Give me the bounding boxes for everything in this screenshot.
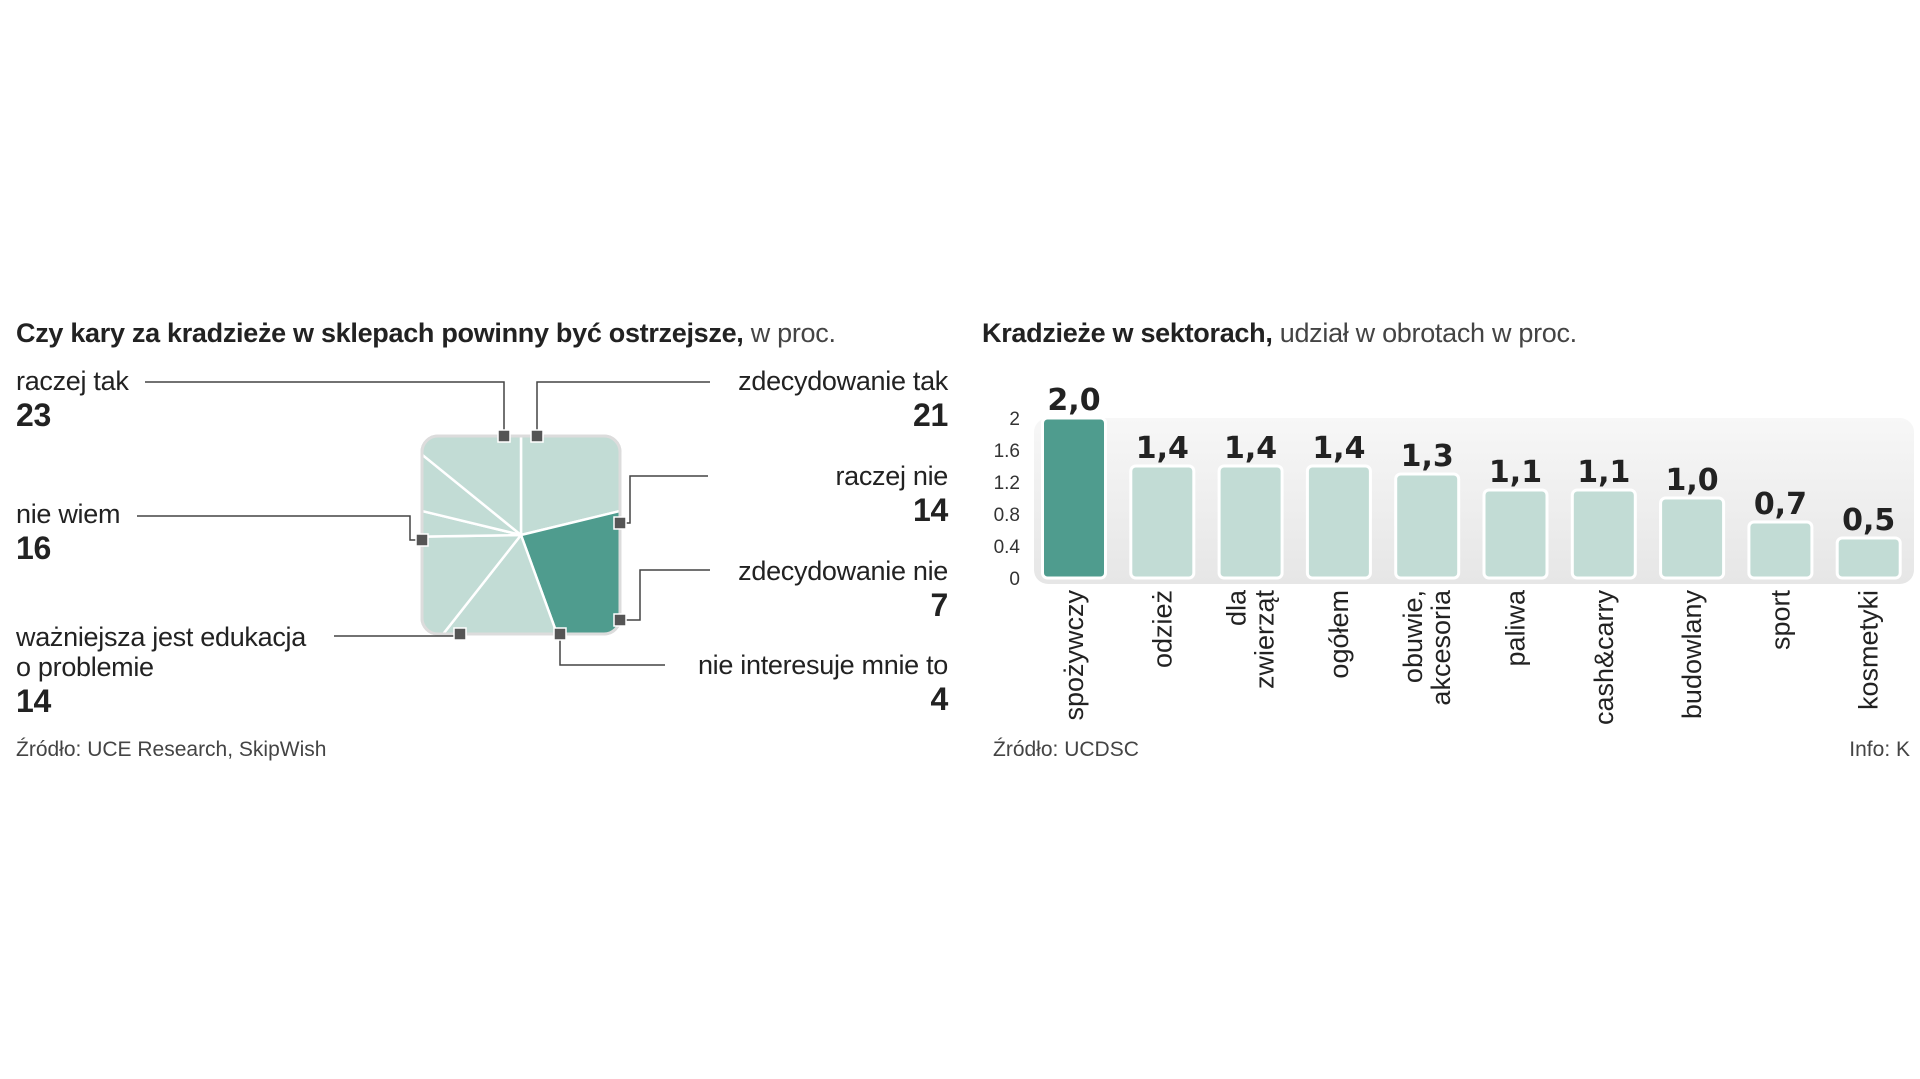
pie-slice-raczej-nie (422, 436, 523, 538)
y-tick-label: 1.6 (994, 441, 1020, 462)
leader-marker (415, 533, 429, 547)
x-category-label: spożywczy (1059, 590, 1089, 721)
x-category-label: odzież (1147, 590, 1177, 668)
pie-label-value: 21 (913, 397, 948, 433)
left-title-rest: w proc. (743, 318, 836, 348)
pie-slice-raczej-tak (519, 486, 620, 634)
right-chart-title: Kradzieże w sektorach, udział w obrotach… (982, 318, 1577, 349)
bar-value-label: 1,0 (1666, 463, 1719, 498)
pie-label-zdecydowanie-tak: zdecydowanie tak 21 (738, 366, 948, 434)
y-tick-label: 0 (1009, 569, 1020, 590)
bar-value-label: 2,0 (1047, 383, 1100, 418)
x-category-label: kosmetyki (1854, 590, 1884, 710)
pie-slice-zdecydowanie-nie (422, 436, 522, 537)
pie-label-name: raczej nie (835, 461, 948, 491)
pie-label-name: zdecydowanie nie (738, 556, 948, 586)
bar-value-label: 1,1 (1489, 455, 1542, 490)
pie-label-value: 7 (930, 587, 949, 623)
bar-sport (1747, 520, 1814, 580)
bar-value-label: 1,4 (1224, 431, 1277, 466)
bar-cash-carry (1570, 488, 1637, 580)
pie-label-value: 14 (913, 492, 948, 528)
leader-marker (530, 429, 544, 443)
bar-budowlany (1659, 496, 1726, 580)
right-source: Źródło: UCDSC (993, 738, 1139, 761)
pie-label-nie-interesuje: nie interesuje mnie to 4 (698, 650, 948, 718)
y-tick-label: 2 (1009, 409, 1020, 430)
pie-label-value: 23 (16, 397, 51, 433)
bar-value-label: 1,3 (1401, 439, 1454, 474)
leader-line-zdecydowanie-nie (620, 569, 710, 621)
pie-label-nie-wiem: nie wiem 16 (16, 499, 120, 567)
pie-label-name: nie wiem (16, 499, 121, 529)
pie-label-name: nie interesuje mnie to (697, 650, 948, 680)
y-tick-label: 0.4 (994, 537, 1021, 558)
pie-label-name: raczej tak (16, 366, 129, 396)
bar-value-label: 1,1 (1577, 455, 1630, 490)
bar-ogółem (1305, 464, 1372, 580)
pie-label-raczej-nie: raczej nie 14 (835, 461, 948, 529)
pie-label-name: zdecydowanie tak (738, 366, 948, 396)
pie-slice-ważniejsza-jest-edukacja-o-problemie (422, 533, 524, 634)
pie-label-raczej-tak: raczej tak 23 (16, 366, 129, 434)
bar-kosmetyki (1835, 536, 1902, 580)
pie-slice-nie-interesuje-mnie-to (422, 486, 522, 540)
bar-value-label: 1,4 (1312, 431, 1365, 466)
y-tick-label: 1.2 (994, 473, 1020, 494)
leader-marker (613, 516, 627, 530)
bar-odzież (1129, 464, 1196, 580)
right-info: Info: K (1849, 738, 1910, 761)
leader-marker (553, 627, 567, 641)
x-category-label: cash&carry (1589, 590, 1619, 726)
x-category-label: sport (1765, 590, 1795, 651)
pie-slice-zdecydowanie-tak (519, 436, 620, 537)
left-title-bold: Czy kary za kradzieże w sklepach powinny… (16, 318, 744, 348)
leader-line-raczej-tak (145, 381, 505, 436)
pie-label-zdecydowanie-nie: zdecydowanie nie 7 (738, 556, 948, 624)
x-category-label: ogółem (1324, 590, 1354, 679)
bar-value-label: 0,7 (1754, 487, 1807, 522)
pie-leaders (137, 381, 710, 666)
right-title-rest: udział w obrotach w proc. (1272, 318, 1577, 348)
bar-chart: 0 0.4 0.8 1.2 1.6 2 2,0 spożywczy 1,4 odzież 1,4 dl… (994, 383, 1914, 725)
left-chart-title: Czy kary za kradzieże w sklepach powinny… (16, 318, 836, 349)
x-category-label: paliwa (1501, 589, 1531, 667)
pie-label-name: ważniejsza jest edukacja o problemie (16, 622, 306, 682)
bar-value-label: 1,4 (1136, 431, 1189, 466)
pie-label-value: 16 (16, 530, 51, 566)
pie-chart (420, 434, 622, 636)
pie-label-edukacja: ważniejsza jest edukacja o problemie 14 (16, 622, 306, 720)
leader-line-zdecydowanie-tak (536, 381, 710, 436)
leader-line-nie-interesuje (559, 634, 665, 666)
bar-dla-zwierząt (1217, 464, 1284, 580)
pie-label-value: 4 (930, 681, 949, 717)
x-category-label: budowlany (1677, 590, 1707, 720)
leader-line-nie-wiem (137, 515, 422, 541)
right-title-bold: Kradzieże w sektorach, (982, 318, 1273, 348)
leader-marker (453, 627, 467, 641)
bar-paliwa (1482, 488, 1549, 580)
pie-label-value: 14 (16, 683, 51, 719)
leader-line-raczej-nie (620, 475, 708, 524)
x-category-label: obuwie,akcesoria (1398, 589, 1456, 706)
bar-value-label: 0,5 (1842, 503, 1895, 538)
bar-obuwie-akcesoria (1394, 472, 1461, 580)
bar-spożywczy (1041, 416, 1107, 580)
leader-marker (613, 613, 627, 627)
leader-marker (497, 429, 511, 443)
left-source: Źródło: UCE Research, SkipWish (16, 738, 327, 761)
x-category-label: dlazwierząt (1222, 589, 1280, 689)
y-tick-label: 0.8 (994, 505, 1020, 526)
